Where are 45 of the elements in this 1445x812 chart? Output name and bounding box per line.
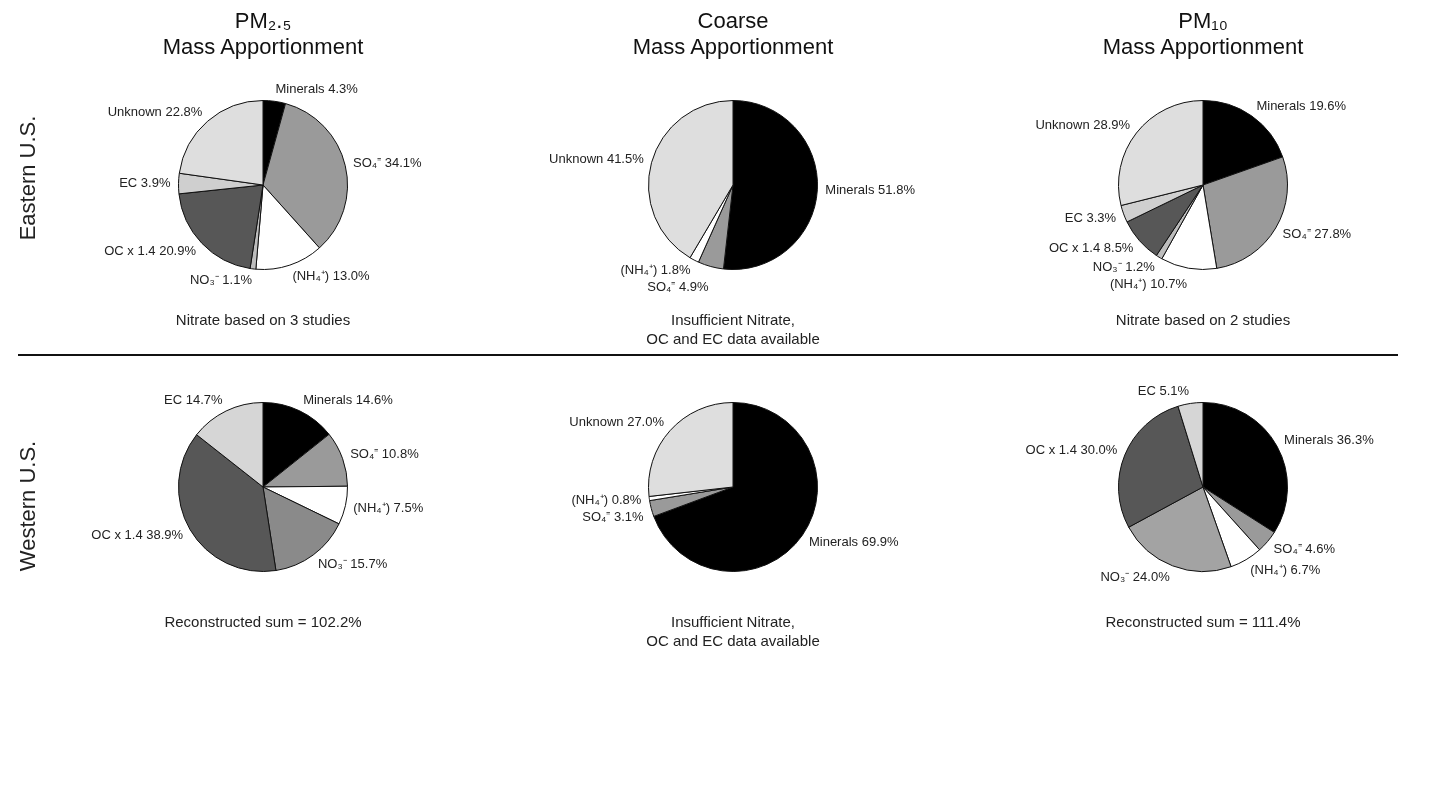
slice-label: OC x 1.4 8.5% [1048,240,1134,256]
slice-label: EC 3.3% [1064,209,1117,225]
slice-label: SO₄⁼ 4.6% [1273,540,1336,556]
slice-label: SO₄⁼ 3.1% [582,508,645,524]
slice-label: (NH₄⁺) 13.0% [292,268,371,284]
slice-label: Minerals 19.6% [1256,97,1347,113]
slice-label: OC x 1.4 30.0% [1025,442,1118,458]
slice-label: Minerals 4.3% [275,80,359,96]
slice-label: Unknown 27.0% [569,414,665,430]
slice-label: SO₄⁼ 27.8% [1282,225,1352,241]
text: Eastern U.S. [15,115,41,241]
slice-label: EC 14.7% [164,391,224,407]
slice-label: Minerals 14.6% [303,391,394,407]
slice-label: NO₃⁻ 1.2% [1092,259,1156,275]
slice-label: SO₄⁼ 34.1% [353,154,423,170]
slice-label: (NH₄⁺) 6.7% [1250,561,1321,577]
chart-title: Coarse Mass Apportionment [632,8,834,60]
text: Reconstructed sum = 111.4% [1105,612,1301,631]
text: Reconstructed sum = 102.2% [164,612,362,631]
slice-label: SO₄⁼ 4.9% [647,279,710,295]
slice-label: OC x 1.4 38.9% [91,527,184,543]
slice-label: Unknown 28.9% [1035,117,1131,133]
chart-title: PM₁₀ Mass Apportionment [1102,8,1304,60]
text: Insufficient Nitrate, OC and EC data available [646,612,820,650]
slice-label: (NH₄⁺) 7.5% [353,499,424,515]
slice-label: NO₃⁻ 1.1% [189,272,253,288]
slice-label: (NH₄⁺) 10.7% [1109,276,1188,292]
slice-label: NO₃⁻ 15.7% [317,556,388,572]
slice-label: NO₃⁻ 24.0% [1100,568,1171,584]
slice-label: Unknown 41.5% [549,151,645,167]
text: Western U.S. [15,440,41,572]
slice-label: SO₄⁼ 10.8% [350,446,420,462]
slice-label: OC x 1.4 20.9% [104,243,197,259]
text: Nitrate based on 3 studies [175,310,351,329]
text: Nitrate based on 2 studies [1115,310,1291,329]
slice-label: (NH₄⁺) 0.8% [571,491,642,507]
slice-label: Minerals 36.3% [1284,432,1375,448]
chart-title: PM₂.₅ Mass Apportionment [162,8,364,60]
slice-label: (NH₄⁺) 1.8% [620,262,691,278]
text: Insufficient Nitrate, OC and EC data available [646,310,820,348]
slice-label: Minerals 69.9% [808,533,899,549]
slice-label: EC 3.9% [119,174,171,190]
slice-label: Minerals 51.8% [825,182,916,198]
slice-label: Unknown 22.8% [107,103,203,119]
slice-label: EC 5.1% [1137,383,1190,399]
